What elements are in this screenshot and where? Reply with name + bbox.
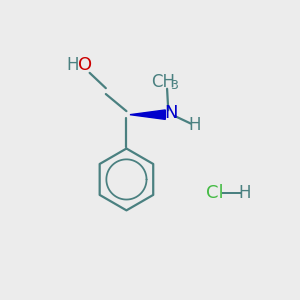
Text: O: O	[78, 56, 92, 74]
Text: CH: CH	[151, 73, 175, 91]
Text: H: H	[67, 56, 79, 74]
Text: Cl: Cl	[206, 184, 224, 202]
Text: H: H	[188, 116, 200, 134]
Polygon shape	[130, 110, 165, 119]
Text: N: N	[164, 104, 177, 122]
Text: H: H	[238, 184, 250, 202]
Text: 3: 3	[170, 79, 178, 92]
